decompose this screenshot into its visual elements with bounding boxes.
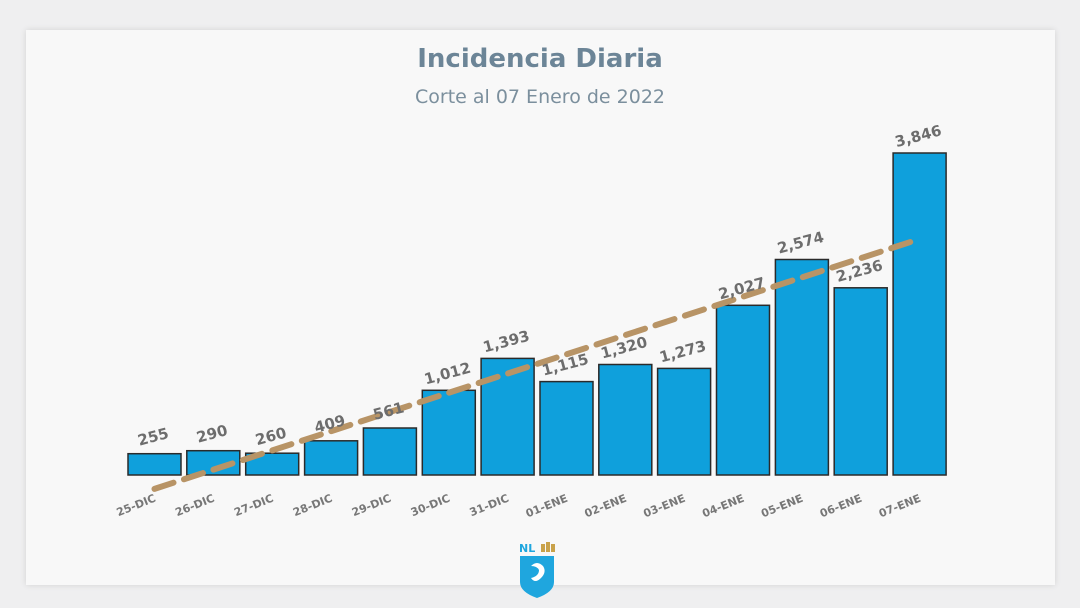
value-label: 561 [371, 398, 406, 423]
x-tick-labels-layer: 25-DIC 26-DIC 27-DIC 28-DIC 29-DIC 30-DIC 31-D… [115, 492, 923, 521]
x-tick-label: 02-ENE [583, 492, 629, 521]
x-tick-label: 04-ENE [700, 492, 746, 521]
bar-25-dic [127, 452, 182, 476]
bar-05-ene [774, 258, 830, 476]
bar-07-ene [892, 152, 947, 476]
bar-28-dic [303, 440, 359, 476]
chart-subtitle: Corte al 07 Enero de 2022 [415, 86, 665, 108]
value-label: 290 [195, 421, 230, 446]
nuevo-leon-logo: NL [519, 542, 555, 598]
bar-29-dic [362, 427, 418, 476]
value-label: 3,846 [893, 121, 943, 151]
x-tick-label: 28-DIC [291, 492, 334, 519]
x-tick-label: 27-DIC [232, 492, 275, 519]
x-tick-label: 07-ENE [877, 492, 923, 521]
trendline [151, 236, 923, 492]
bar-06-ene [833, 287, 888, 476]
bar-01-ene [539, 380, 594, 476]
value-label: 2,027 [716, 274, 766, 304]
value-label: 1,393 [481, 327, 531, 357]
value-label: 2,574 [775, 228, 825, 258]
x-tick-label: 25-DIC [115, 492, 158, 519]
bar-02-ene [598, 363, 653, 476]
x-tick-label: 03-ENE [641, 492, 687, 521]
bar-04-ene [715, 304, 771, 476]
bar-30-dic [421, 389, 477, 476]
x-tick-label: 26-DIC [173, 492, 216, 519]
x-tick-label: 31-DIC [468, 492, 511, 519]
x-tick-label: 06-ENE [818, 492, 864, 521]
trendline-layer [151, 236, 923, 492]
bars-layer [127, 152, 947, 476]
x-tick-label: 01-ENE [524, 492, 570, 521]
value-label: 2,236 [834, 256, 884, 286]
value-label: 1,012 [422, 359, 472, 389]
x-tick-label: 29-DIC [350, 492, 393, 519]
x-tick-label: 05-ENE [759, 492, 805, 521]
value-label: 1,320 [599, 333, 649, 363]
value-label: 409 [312, 411, 347, 436]
value-label: 1,273 [658, 337, 708, 367]
logo-text: NL [519, 542, 535, 555]
bar-03-ene [656, 367, 712, 476]
value-label: 255 [136, 424, 171, 449]
chart-title: Incidencia Diaria [417, 44, 663, 74]
x-tick-label: 30-DIC [409, 492, 452, 519]
